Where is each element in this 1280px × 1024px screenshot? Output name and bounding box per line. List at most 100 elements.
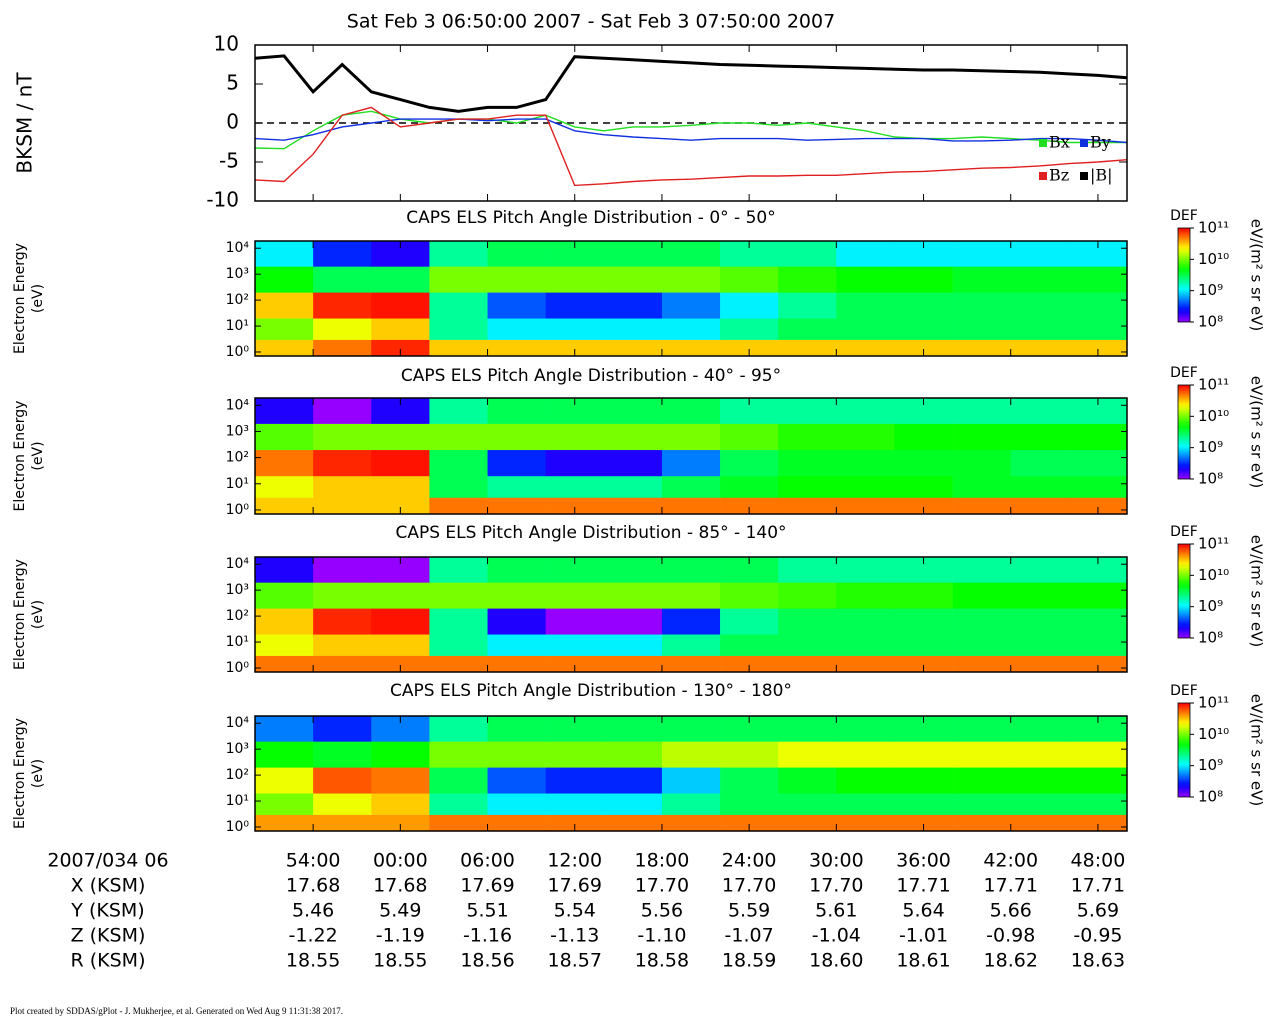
heat-cell (720, 292, 779, 319)
ephemeris-value: 17.68 (373, 875, 427, 897)
legend-label: |B| (1090, 166, 1113, 185)
heat-cell (603, 557, 663, 583)
heat-cell (313, 814, 372, 832)
heat-cell (487, 741, 546, 768)
ephemeris-value: 5.66 (990, 900, 1032, 922)
colorbar-tick-label: 10⁹ (1198, 438, 1223, 456)
heat-cell (429, 398, 488, 424)
heat-cell (778, 497, 837, 515)
heat-cell (778, 266, 837, 293)
y-tick-label: -5 (219, 149, 239, 173)
heat-cell (487, 608, 546, 635)
ephemeris-value: 18.56 (460, 950, 514, 972)
heat-cell (836, 557, 895, 583)
panel-title: CAPS ELS Pitch Angle Distribution - 130°… (390, 681, 792, 701)
y-tick-label: 10¹ (226, 634, 249, 650)
legend-swatch (1039, 172, 1047, 180)
ephemeris-value: 18.63 (1071, 950, 1125, 972)
heat-cell (545, 318, 605, 340)
heat-cell (371, 814, 430, 832)
heat-cell (952, 292, 1012, 319)
heat-cell (661, 716, 721, 742)
y-tick-label: 10⁴ (226, 715, 250, 731)
heat-cell (952, 741, 1012, 768)
heat-cell (1068, 292, 1128, 319)
heat-cell (720, 497, 779, 515)
heat-cell (1068, 318, 1128, 340)
plot-frame (254, 44, 1128, 202)
heat-cell (778, 741, 837, 768)
heat-cell (603, 475, 663, 498)
series-line (254, 106, 1128, 187)
heat-cell (952, 398, 1012, 424)
heat-cell (313, 741, 372, 768)
y-tick-label: 10¹ (226, 318, 249, 334)
heat-cell (255, 398, 314, 424)
heat-cell (1010, 741, 1070, 768)
heat-cell (429, 793, 488, 815)
ephemeris-value: -1.01 (899, 925, 948, 947)
heat-cell (952, 423, 1012, 451)
ephemeris-row-label: Y (KSM) (70, 900, 144, 922)
heat-cell (255, 582, 314, 609)
heat-cell (778, 767, 837, 794)
y-tick-label: 10² (226, 450, 249, 466)
heat-cell (313, 582, 372, 609)
colorbar-tick-label: 10⁸ (1198, 629, 1223, 647)
heat-cell (778, 398, 837, 424)
heat-cell (661, 475, 721, 498)
heat-cell (545, 767, 605, 794)
heat-cell (720, 741, 779, 768)
heat-cell (952, 339, 1012, 357)
heat-cell (778, 339, 837, 357)
y-axis-label: Electron Energy (eV) (12, 559, 46, 670)
heat-cell (545, 608, 605, 635)
heat-cell (313, 318, 372, 340)
plot-frame (254, 397, 1128, 515)
ephemeris-header: 2007/034 06 (47, 850, 168, 872)
y-axis-label-line: Electron Energy (12, 401, 28, 512)
legend-swatch (1080, 139, 1088, 147)
ephemeris-value: 17.70 (809, 875, 863, 897)
heat-cell (1010, 767, 1070, 794)
heat-cell (661, 266, 721, 293)
heat-cell (313, 655, 372, 673)
heat-cell (429, 241, 488, 267)
colorbar (1177, 227, 1191, 323)
heat-cell (487, 241, 546, 267)
panel-title: CAPS ELS Pitch Angle Distribution - 0° -… (406, 208, 775, 228)
y-axis-label: Electron Energy (eV) (12, 718, 46, 829)
heat-cell (545, 475, 605, 498)
heat-cell (952, 318, 1012, 340)
ephemeris-value: 18.62 (984, 950, 1038, 972)
heat-cell (836, 475, 895, 498)
colorbar-tick-label: 10¹¹ (1198, 376, 1229, 394)
heat-cell (720, 814, 779, 832)
heat-cell (603, 608, 663, 635)
ephemeris-value: 17.71 (984, 875, 1038, 897)
y-tick-label: 10 (214, 32, 239, 56)
heat-cell (894, 793, 953, 815)
heat-cell (487, 339, 546, 357)
heat-cell (661, 241, 721, 267)
legend-swatch (1039, 139, 1047, 147)
heat-cell (371, 318, 430, 340)
heat-cell (952, 475, 1012, 498)
heat-cell (603, 634, 663, 656)
series-line (254, 118, 1128, 144)
heat-cell (836, 793, 895, 815)
ephemeris-value: 5.49 (379, 900, 421, 922)
panel-title: CAPS ELS Pitch Angle Distribution - 85° … (395, 523, 786, 543)
heat-cell (952, 497, 1012, 515)
ephemeris-value: -1.10 (637, 925, 686, 947)
heat-cell (1010, 634, 1070, 656)
ephemeris-value: -1.22 (289, 925, 338, 947)
heat-cell (603, 266, 663, 293)
heat-cell (836, 292, 895, 319)
heat-cell (778, 716, 837, 742)
heat-cell (487, 557, 546, 583)
legend-label: By (1090, 133, 1111, 152)
heat-cell (1068, 339, 1128, 357)
heat-cell (371, 475, 430, 498)
heat-cell (255, 475, 314, 498)
